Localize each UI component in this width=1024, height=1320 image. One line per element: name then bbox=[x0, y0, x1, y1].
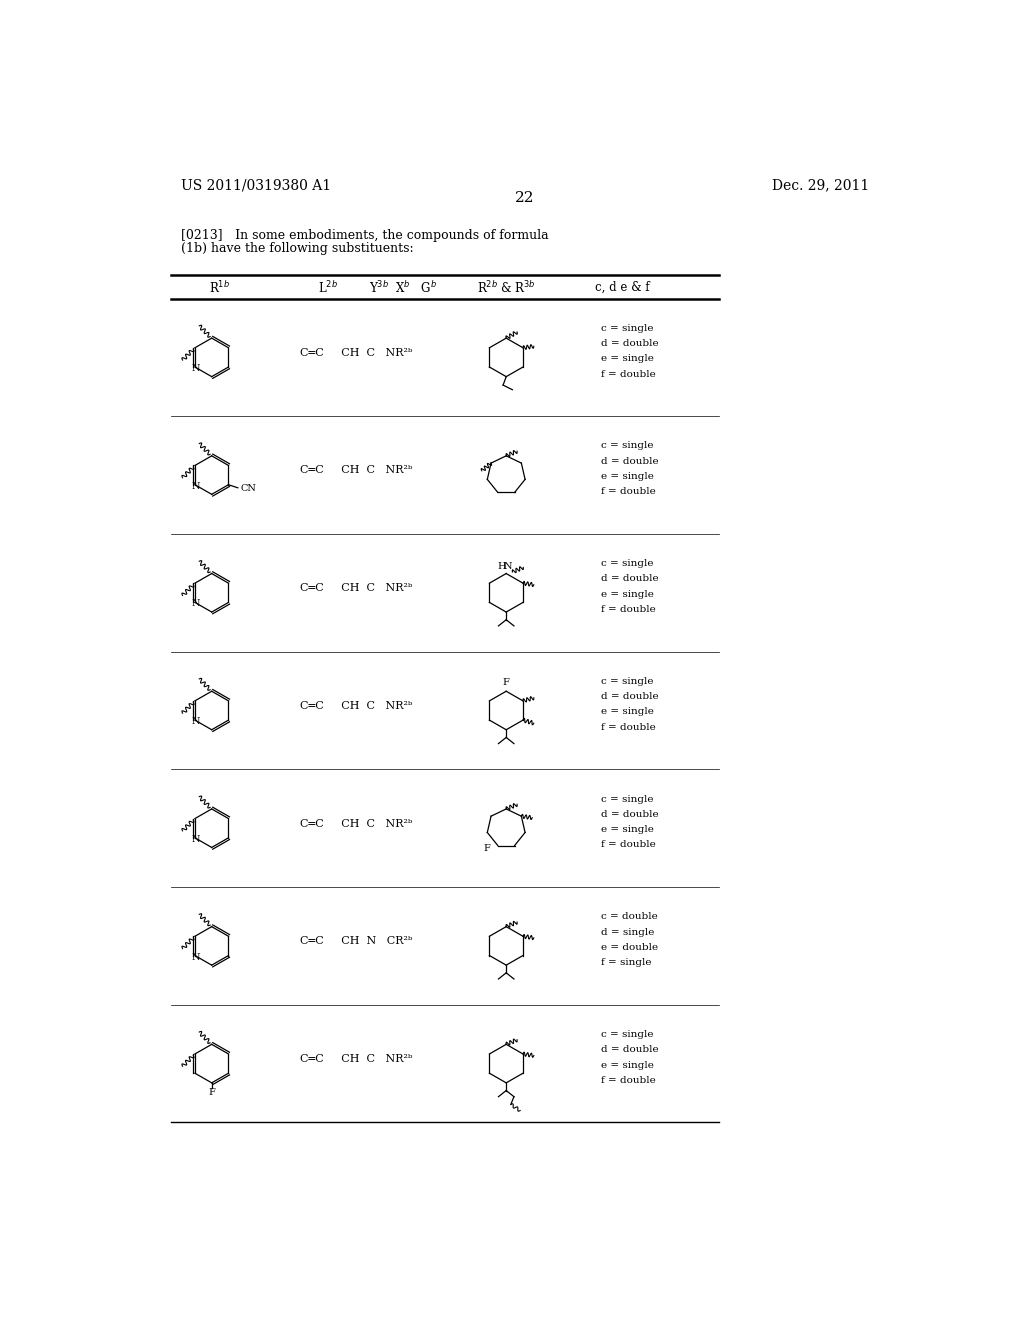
Text: US 2011/0319380 A1: US 2011/0319380 A1 bbox=[180, 178, 331, 193]
Text: L$^{2b}$: L$^{2b}$ bbox=[317, 280, 338, 296]
Text: c = single
d = double
e = single
f = double: c = single d = double e = single f = dou… bbox=[601, 677, 658, 731]
Text: Y$^{3b}$  X$^{b}$   G$^{b}$: Y$^{3b}$ X$^{b}$ G$^{b}$ bbox=[370, 280, 437, 296]
Text: c = single
d = double
e = single
f = double: c = single d = double e = single f = dou… bbox=[601, 441, 658, 496]
Text: C═C     CH  C   NR²ᵇ: C═C CH C NR²ᵇ bbox=[300, 1053, 413, 1064]
Text: N: N bbox=[191, 599, 200, 609]
Text: C═C     CH  N   CR²ᵇ: C═C CH N CR²ᵇ bbox=[300, 936, 413, 946]
Text: N: N bbox=[191, 717, 200, 726]
Text: N: N bbox=[191, 953, 200, 961]
Text: 22: 22 bbox=[515, 191, 535, 206]
Text: c = single
d = double
e = single
f = double: c = single d = double e = single f = dou… bbox=[601, 795, 658, 850]
Text: [0213] In some embodiments, the compounds of formula: [0213] In some embodiments, the compound… bbox=[180, 230, 548, 243]
Text: (1b) have the following substituents:: (1b) have the following substituents: bbox=[180, 242, 414, 255]
Text: F: F bbox=[483, 843, 490, 853]
Text: c = single
d = double
e = single
f = double: c = single d = double e = single f = dou… bbox=[601, 560, 658, 614]
Text: c = double
d = single
e = double
f = single: c = double d = single e = double f = sin… bbox=[601, 912, 657, 968]
Text: R$^{2b}$ & R$^{3b}$: R$^{2b}$ & R$^{3b}$ bbox=[477, 280, 536, 296]
Text: CN: CN bbox=[241, 484, 257, 494]
Text: c = single
d = double
e = single
f = double: c = single d = double e = single f = dou… bbox=[601, 1030, 658, 1085]
Text: c, d e & f: c, d e & f bbox=[595, 281, 650, 294]
Text: C═C     CH  C   NR²ᵇ: C═C CH C NR²ᵇ bbox=[300, 583, 413, 593]
Text: C═C     CH  C   NR²ᵇ: C═C CH C NR²ᵇ bbox=[300, 818, 413, 829]
Text: N: N bbox=[504, 562, 512, 572]
Text: F: F bbox=[503, 678, 510, 688]
Text: C═C     CH  C   NR²ᵇ: C═C CH C NR²ᵇ bbox=[300, 466, 413, 475]
Text: N: N bbox=[191, 482, 200, 491]
Text: F: F bbox=[208, 1089, 215, 1097]
Text: Dec. 29, 2011: Dec. 29, 2011 bbox=[772, 178, 869, 193]
Text: N: N bbox=[191, 364, 200, 374]
Text: N: N bbox=[191, 834, 200, 843]
Text: R$^{1b}$: R$^{1b}$ bbox=[209, 280, 230, 296]
Text: H: H bbox=[498, 562, 506, 572]
Text: c = single
d = double
e = single
f = double: c = single d = double e = single f = dou… bbox=[601, 323, 658, 379]
Text: C═C     CH  C   NR²ᵇ: C═C CH C NR²ᵇ bbox=[300, 701, 413, 711]
Text: C═C     CH  C   NR²ᵇ: C═C CH C NR²ᵇ bbox=[300, 347, 413, 358]
